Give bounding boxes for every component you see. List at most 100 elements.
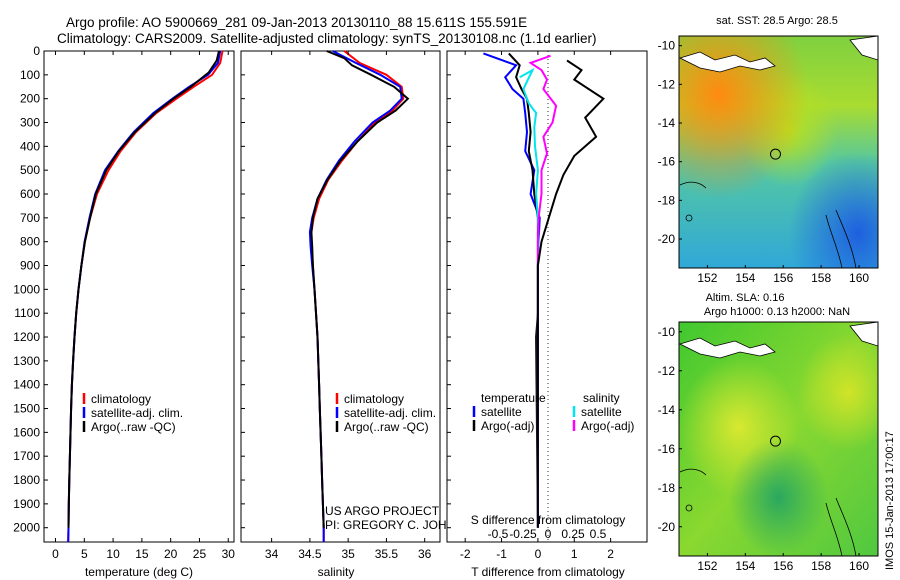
reef-contour bbox=[825, 502, 843, 556]
reef-contour bbox=[835, 209, 857, 268]
x-tick-label: 20 bbox=[164, 547, 178, 561]
x-tick-label: 36 bbox=[418, 547, 432, 561]
sla-map-frame bbox=[678, 321, 879, 557]
legend-label-climatology: climatology bbox=[91, 392, 151, 406]
difference-panel: -2 -1 0 1 2 -0.5 -0.25 0 0.25 0.5 temperature sat… bbox=[446, 50, 648, 579]
legend-title-salinity: salinity bbox=[583, 391, 620, 405]
legend-label-t-satellite: satellite bbox=[481, 405, 522, 419]
header-line-1: Argo profile: AO 5900669_281 09-Jan-2013… bbox=[66, 15, 527, 30]
x-tick-label: 0 bbox=[535, 547, 542, 561]
map-x-tick-label: 158 bbox=[811, 559, 831, 573]
x-tick-label: -2 bbox=[460, 547, 471, 561]
imos-timestamp: IMOS 15-Jan-2013 17:00:17 bbox=[884, 431, 896, 570]
map-x-tick-label: 160 bbox=[849, 559, 869, 573]
map-x-tick-label: 156 bbox=[773, 271, 793, 285]
argo-location-marker bbox=[769, 148, 781, 160]
reef-contour bbox=[679, 468, 707, 476]
x-tick-label: 25 bbox=[193, 547, 207, 561]
x-tick-label: -1 bbox=[496, 547, 507, 561]
header-line-2: Climatology: CARS2009. Satellite-adjuste… bbox=[57, 31, 597, 46]
sla-map-title-2: Argo h1000: 0.13 h2000: NaN bbox=[704, 306, 850, 318]
sst-map-title: sat. SST: 28.5 Argo: 28.5 bbox=[716, 15, 838, 27]
t-difference-label: T difference from climatology bbox=[471, 565, 625, 579]
temperature-legend: climatology satellite-adj. clim. Argo(..… bbox=[82, 392, 183, 434]
reef-contour bbox=[679, 181, 707, 189]
y-tick-label: 1500 bbox=[13, 402, 40, 416]
salinity-xlabel: salinity bbox=[318, 565, 355, 579]
map-y-tick-label: -16 bbox=[658, 155, 676, 169]
y-tick-label: 1300 bbox=[13, 354, 40, 368]
legend-label-s-argo: Argo(-adj) bbox=[581, 419, 634, 433]
sst-heatmap bbox=[679, 36, 878, 268]
x-tick-label: 34 bbox=[265, 547, 279, 561]
legend-label-argo: Argo(..raw -QC) bbox=[91, 420, 176, 434]
temperature-axes bbox=[43, 50, 235, 543]
y-tick-label: 900 bbox=[20, 259, 40, 273]
sla-heatmap bbox=[679, 322, 878, 556]
coastline bbox=[679, 337, 776, 359]
legend-label-argo: Argo(..raw -QC) bbox=[344, 420, 429, 434]
x-tick-label: 0 bbox=[52, 547, 59, 561]
map-x-tick-label: 152 bbox=[697, 559, 717, 573]
x-tick-label: 34.5 bbox=[298, 547, 322, 561]
x-tick-label: 2 bbox=[607, 547, 614, 561]
s-tick-label: -0.5 bbox=[488, 527, 509, 541]
salinity-axes bbox=[240, 50, 441, 543]
series-line-argo-raw-qc- bbox=[310, 50, 410, 528]
map-x-tick-label: 154 bbox=[735, 559, 755, 573]
map-x-tick-label: 154 bbox=[735, 271, 755, 285]
map-x-tick-label: 152 bbox=[697, 271, 717, 285]
y-tick-label: 1700 bbox=[13, 449, 40, 463]
s-tick-label: 0.5 bbox=[590, 527, 607, 541]
y-tick-label: 300 bbox=[20, 116, 40, 130]
map-x-tick-label: 158 bbox=[811, 271, 831, 285]
series-line-argo-raw-qc- bbox=[67, 50, 220, 528]
map-y-tick-label: -12 bbox=[658, 77, 676, 91]
map-y-tick-label: -16 bbox=[658, 442, 676, 456]
reef-contour bbox=[825, 214, 843, 268]
map-y-tick-label: -18 bbox=[658, 481, 676, 495]
x-tick-label: 35.5 bbox=[375, 547, 399, 561]
sla-map-title-1: Altim. SLA: 0.16 bbox=[706, 292, 785, 304]
map-y-tick-label: -12 bbox=[658, 364, 676, 378]
pi-label: PI: GREGORY C. JOHNSON bbox=[325, 518, 481, 532]
map-x-tick-label: 156 bbox=[773, 559, 793, 573]
y-tick-label: 0 bbox=[33, 44, 40, 58]
x-tick-label: 5 bbox=[81, 547, 88, 561]
reef-contour bbox=[835, 497, 857, 556]
y-tick-label: 1100 bbox=[14, 306, 40, 320]
argo-location-marker bbox=[769, 435, 781, 447]
map-y-tick-label: -18 bbox=[658, 193, 676, 207]
difference-legend: temperature satellite Argo(-adj) salinit… bbox=[472, 391, 634, 433]
sst-map-panel: sat. SST: 28.5 Argo: 28.5 152 154 156 158 16… bbox=[658, 15, 879, 285]
y-tick-label: 1400 bbox=[13, 378, 40, 392]
s-tick-label: 0 bbox=[545, 527, 552, 541]
legend-title-temperature: temperature bbox=[481, 391, 546, 405]
y-tick-label: 800 bbox=[20, 235, 40, 249]
s-tick-label: -0.25 bbox=[509, 527, 537, 541]
map-y-tick-label: -14 bbox=[658, 116, 676, 130]
x-tick-label: 10 bbox=[106, 547, 120, 561]
s-tick-label: 0.25 bbox=[561, 527, 585, 541]
reef-contour bbox=[685, 214, 693, 222]
coastline bbox=[849, 322, 878, 347]
map-x-tick-label: 160 bbox=[849, 271, 869, 285]
y-tick-label: 2000 bbox=[13, 521, 40, 535]
y-tick-label: 600 bbox=[20, 187, 40, 201]
temperature-xlabel: temperature (deg C) bbox=[85, 565, 193, 579]
x-tick-label: 30 bbox=[222, 547, 236, 561]
series-line-argo-t-raw bbox=[536, 59, 605, 528]
y-tick-label: 100 bbox=[20, 68, 40, 82]
temperature-panel: 0 5 10 15 20 25 300100200300400500600700800900… bbox=[13, 44, 235, 579]
y-tick-label: 400 bbox=[20, 139, 40, 153]
x-tick-label: 35 bbox=[341, 547, 355, 561]
x-tick-label: 1 bbox=[571, 547, 578, 561]
legend-label-s-satellite: satellite bbox=[581, 405, 622, 419]
y-tick-label: 500 bbox=[20, 163, 40, 177]
legend-label-satellite: satellite-adj. clim. bbox=[91, 406, 183, 420]
y-tick-label: 200 bbox=[20, 92, 40, 106]
coastline bbox=[679, 51, 776, 73]
salinity-legend: climatology satellite-adj. clim. Argo(..… bbox=[335, 392, 436, 434]
sst-map-frame bbox=[678, 35, 879, 269]
legend-label-climatology: climatology bbox=[344, 392, 404, 406]
